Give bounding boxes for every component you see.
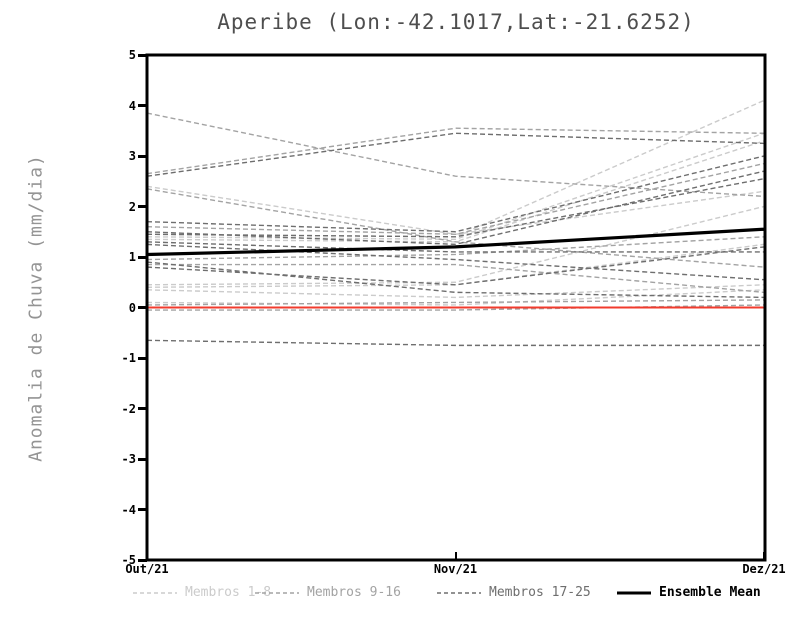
legend-item: Membros 1-8 [133,585,271,600]
member-line [146,188,765,268]
member-line [146,236,765,261]
member-line [146,178,765,238]
y-tick-mark [138,306,147,309]
member-line [146,289,765,306]
y-tick-mark [138,508,147,511]
legend-item: Membros 17-25 [437,585,591,600]
member-line [146,243,765,281]
y-tick-mark [138,255,147,259]
member-line [146,243,765,288]
x-tick-label: Nov/21 [433,562,478,576]
legend-item: Ensemble Mean [617,585,761,600]
y-tick-label: 0 [128,300,136,315]
y-tick-mark [138,457,147,461]
y-tick-label: -5 [121,553,136,567]
y-tick-label: -1 [121,351,136,365]
member-line [146,261,765,299]
y-tick-label: -4 [121,502,136,517]
y-tick-mark [138,356,147,360]
member-line [146,339,764,347]
y-tick-label: -3 [121,452,136,466]
legend-label: Ensemble Mean [659,585,761,600]
member-line [146,132,765,241]
member-line [146,132,765,177]
member-line [147,263,765,294]
member-line [146,299,765,306]
legend-label: Membros 17-25 [489,585,591,600]
y-tick-mark [138,104,147,107]
member-line [146,127,765,175]
y-tick-mark [138,205,147,208]
member-line [146,241,764,253]
legend-line-sample [617,591,651,594]
member-line [146,155,765,233]
x-tick-mark [763,552,765,559]
legend-line-sample [255,591,299,594]
member-line [146,112,765,198]
y-axis-label: Anomalia de Chuva (mm/dia) [25,154,47,462]
y-tick-mark [138,407,147,410]
legend-label: Membros 9-16 [307,585,401,600]
y-tick-label: -2 [121,401,136,416]
y-tick-label: 1 [128,250,136,264]
y-tick-label: 5 [128,48,136,62]
legend-line-sample [133,591,177,594]
y-tick-label: 2 [128,199,136,214]
y-tick-label: 3 [128,149,136,163]
y-tick-mark [138,154,147,158]
legend-item: Membros 9-16 [255,585,401,600]
ensemble-mean-line [146,227,765,257]
member-line [146,205,765,286]
x-tick-mark [146,552,148,559]
legend-line-sample [437,591,481,594]
y-tick-label: 4 [128,98,136,113]
member-line [146,162,765,235]
y-tick-mark [138,558,147,562]
chart-title: Aperibe (Lon:-42.1017,Lat:-21.6252) [217,10,695,34]
member-line [146,246,765,286]
member-line [146,284,765,299]
axis-frame [145,53,767,562]
x-tick-label: Out/21 [125,562,169,576]
member-line [146,99,765,238]
y-tick-mark [138,53,147,57]
x-tick-label: Dez/21 [742,562,786,576]
x-tick-mark [454,552,457,559]
legend: Membros 1-8 Membros 9-16 Membros 17-25 Ense… [0,585,800,609]
member-line [146,140,765,243]
plot-area [145,53,767,562]
legend-label: Membros 1-8 [185,585,272,600]
member-line [146,170,765,246]
